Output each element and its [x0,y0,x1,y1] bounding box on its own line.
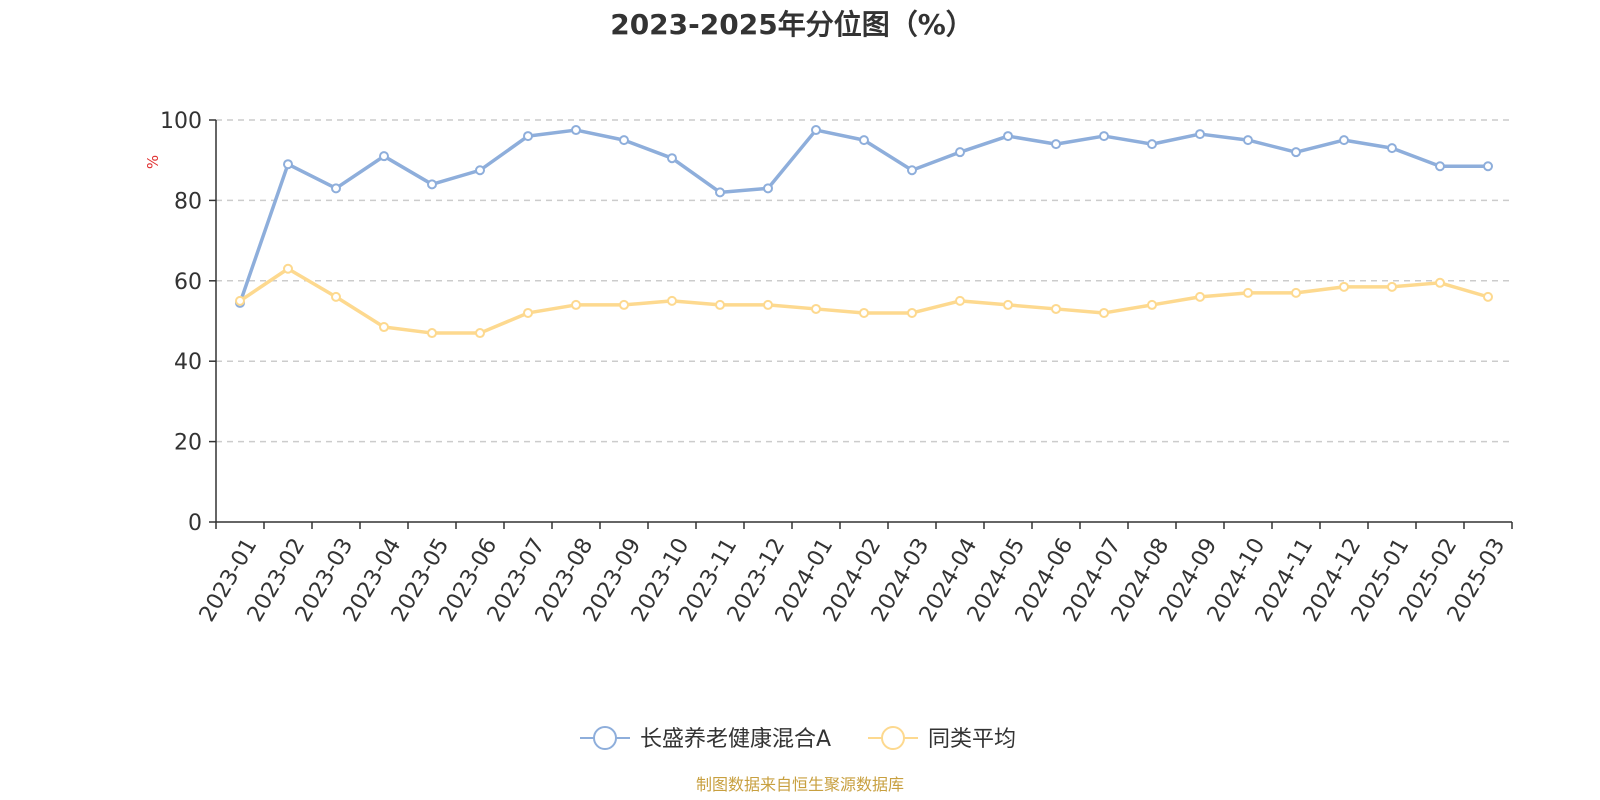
data-point[interactable] [1291,147,1301,158]
y-tick-label: 100 [160,109,202,134]
data-point[interactable] [523,307,533,318]
source-note: 制图数据来自恒生聚源数据库 [696,775,904,794]
legend-label: 同类平均 [928,727,1016,752]
data-point[interactable] [667,295,677,306]
data-point[interactable] [1483,161,1493,172]
y-tick-label: 80 [174,189,202,214]
data-point[interactable] [1387,143,1397,154]
y-axis-unit-label: % [144,155,162,169]
data-point[interactable] [571,299,581,310]
data-point[interactable] [283,159,293,170]
x-axis-ticks: 2023-012023-022023-032023-042023-052023-… [195,522,1513,626]
data-point[interactable] [859,135,869,146]
series-line [239,266,1489,335]
data-point[interactable] [859,307,869,318]
data-point[interactable] [619,299,629,310]
data-point[interactable] [763,299,773,310]
data-point[interactable] [1387,281,1397,292]
data-point[interactable] [715,299,725,310]
legend-label: 长盛养老健康混合A [640,727,831,752]
data-point[interactable] [955,147,965,158]
data-point[interactable] [331,291,341,302]
data-point[interactable] [1291,287,1301,298]
data-point[interactable] [667,153,677,164]
data-point[interactable] [379,322,389,333]
data-point[interactable] [1195,291,1205,302]
data-point[interactable] [1339,281,1349,292]
legend[interactable]: 长盛养老健康混合A 同类平均 [580,726,1016,752]
series-line [238,128,1488,304]
legend-item[interactable]: 同类平均 [868,726,1016,752]
legend-item[interactable]: 长盛养老健康混合A [580,726,831,752]
grid-lines [216,119,1512,443]
data-point[interactable] [571,125,581,136]
data-point[interactable] [1339,135,1349,146]
data-point[interactable] [1483,291,1493,302]
data-point[interactable] [1003,299,1013,310]
data-point[interactable] [1147,299,1157,310]
data-point[interactable] [811,125,821,136]
y-tick-label: 0 [188,511,202,536]
data-point[interactable] [619,135,629,146]
data-point[interactable] [1195,129,1205,140]
data-point[interactable] [907,165,917,176]
data-point[interactable] [523,131,533,142]
data-point[interactable] [811,303,821,314]
data-point[interactable] [475,165,485,176]
axes [215,120,1512,523]
data-point[interactable] [475,328,485,339]
data-point[interactable] [1051,139,1061,150]
data-point[interactable] [379,151,389,162]
data-point[interactable] [1435,161,1445,172]
y-axis-ticks: 0 20 40 60 80 100 [160,109,216,536]
series-1 [235,125,1493,308]
data-point[interactable] [1099,307,1109,318]
data-point[interactable] [427,328,437,339]
data-point[interactable] [763,183,773,194]
data-point[interactable] [1099,131,1109,142]
data-point[interactable] [1003,131,1013,142]
data-point[interactable] [331,183,341,194]
data-point[interactable] [1147,139,1157,150]
y-tick-label: 20 [174,431,202,456]
data-point[interactable] [1051,303,1061,314]
series-2 [235,263,1493,339]
data-point[interactable] [1243,135,1253,146]
data-point[interactable] [235,295,245,306]
data-point[interactable] [715,187,725,198]
legend-marker [593,726,617,750]
legend-marker [881,726,905,750]
data-point[interactable] [427,179,437,190]
data-point[interactable] [283,263,293,274]
y-tick-label: 60 [174,270,202,295]
y-tick-label: 40 [174,350,202,375]
data-point[interactable] [1435,277,1445,288]
series-group [235,125,1493,339]
chart-title: 2023-2025年分位图（%） [610,8,974,41]
data-point[interactable] [1243,287,1253,298]
data-point[interactable] [907,307,917,318]
data-point[interactable] [955,295,965,306]
